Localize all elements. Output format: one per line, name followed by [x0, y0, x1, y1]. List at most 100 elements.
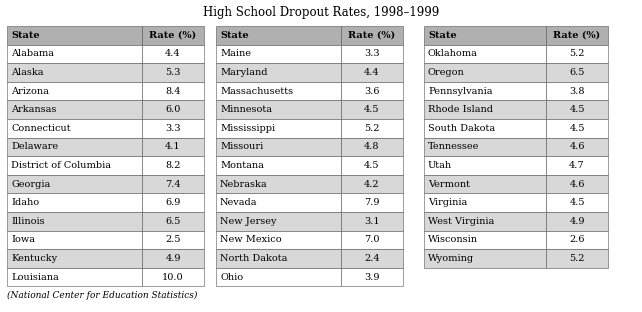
Text: 4.5: 4.5 — [569, 124, 585, 133]
Text: 8.2: 8.2 — [165, 161, 181, 170]
Text: Georgia: Georgia — [11, 180, 50, 188]
Text: 7.4: 7.4 — [165, 180, 181, 188]
Text: Utah: Utah — [428, 161, 452, 170]
Bar — [341, 268, 403, 286]
Text: Rate (%): Rate (%) — [553, 31, 600, 40]
Text: 5.3: 5.3 — [165, 68, 181, 77]
Bar — [142, 249, 204, 268]
Text: 3.3: 3.3 — [165, 124, 181, 133]
Bar — [7, 156, 142, 175]
Text: 4.9: 4.9 — [569, 217, 585, 226]
Text: 4.6: 4.6 — [569, 180, 585, 188]
Bar — [424, 82, 546, 100]
Text: Idaho: Idaho — [11, 198, 39, 207]
Bar — [7, 119, 142, 138]
Bar — [546, 175, 608, 193]
Text: 2.5: 2.5 — [165, 235, 181, 244]
Text: Iowa: Iowa — [11, 235, 35, 244]
Bar — [424, 156, 546, 175]
Bar — [7, 82, 142, 100]
Text: Virginia: Virginia — [428, 198, 467, 207]
Text: Nebraska: Nebraska — [220, 180, 268, 188]
Text: 4.9: 4.9 — [165, 254, 181, 263]
Bar — [341, 100, 403, 119]
Text: 4.7: 4.7 — [569, 161, 585, 170]
Bar — [142, 268, 204, 286]
Text: Arizona: Arizona — [11, 87, 49, 95]
Bar — [7, 175, 142, 193]
Bar — [216, 156, 341, 175]
Text: 4.5: 4.5 — [364, 161, 380, 170]
Text: 4.5: 4.5 — [569, 105, 585, 114]
Text: North Dakota: North Dakota — [220, 254, 288, 263]
Bar — [7, 231, 142, 249]
Bar — [341, 193, 403, 212]
Bar — [7, 100, 142, 119]
Bar — [546, 63, 608, 82]
Bar — [216, 193, 341, 212]
Text: Massachusetts: Massachusetts — [220, 87, 293, 95]
Text: 4.6: 4.6 — [569, 142, 585, 151]
Text: (National Center for Education Statistics): (National Center for Education Statistic… — [7, 290, 197, 300]
Text: Tennessee: Tennessee — [428, 142, 480, 151]
Text: 4.4: 4.4 — [364, 68, 380, 77]
Bar — [546, 119, 608, 138]
Text: Rate (%): Rate (%) — [349, 31, 395, 40]
Text: 4.5: 4.5 — [569, 198, 585, 207]
Text: 2.4: 2.4 — [364, 254, 380, 263]
Text: 4.4: 4.4 — [165, 49, 181, 58]
Text: 6.5: 6.5 — [569, 68, 585, 77]
Text: Ohio: Ohio — [220, 273, 243, 282]
Bar — [546, 249, 608, 268]
Text: Alaska: Alaska — [11, 68, 44, 77]
Text: 7.0: 7.0 — [364, 235, 380, 244]
Text: 6.5: 6.5 — [165, 217, 180, 226]
Text: 7.9: 7.9 — [364, 198, 380, 207]
Text: Oregon: Oregon — [428, 68, 465, 77]
Bar — [341, 249, 403, 268]
Text: 3.1: 3.1 — [364, 217, 380, 226]
Bar — [216, 100, 341, 119]
Text: State: State — [11, 31, 40, 40]
Bar — [142, 26, 204, 45]
Text: Montana: Montana — [220, 161, 264, 170]
Bar — [142, 175, 204, 193]
Bar — [546, 231, 608, 249]
Text: Connecticut: Connecticut — [11, 124, 71, 133]
Bar — [142, 119, 204, 138]
Bar — [216, 26, 341, 45]
Text: Pennsylvania: Pennsylvania — [428, 87, 492, 95]
Bar — [341, 175, 403, 193]
Text: 4.2: 4.2 — [364, 180, 380, 188]
Bar — [7, 193, 142, 212]
Bar — [216, 268, 341, 286]
Text: 8.4: 8.4 — [165, 87, 181, 95]
Bar — [216, 212, 341, 231]
Text: 3.9: 3.9 — [364, 273, 380, 282]
Bar — [341, 119, 403, 138]
Bar — [424, 138, 546, 156]
Bar — [142, 82, 204, 100]
Bar — [7, 63, 142, 82]
Bar — [424, 100, 546, 119]
Bar — [142, 193, 204, 212]
Bar — [142, 212, 204, 231]
Text: Oklahoma: Oklahoma — [428, 49, 478, 58]
Bar — [424, 249, 546, 268]
Bar — [7, 249, 142, 268]
Bar — [142, 156, 204, 175]
Text: Wisconsin: Wisconsin — [428, 235, 478, 244]
Bar — [142, 63, 204, 82]
Text: West Virginia: West Virginia — [428, 217, 494, 226]
Bar — [7, 212, 142, 231]
Text: 4.5: 4.5 — [364, 105, 380, 114]
Text: Illinois: Illinois — [11, 217, 45, 226]
Bar — [142, 100, 204, 119]
Text: State: State — [428, 31, 456, 40]
Bar — [546, 138, 608, 156]
Bar — [341, 45, 403, 63]
Bar — [216, 63, 341, 82]
Bar — [546, 193, 608, 212]
Text: 2.6: 2.6 — [569, 235, 585, 244]
Text: State: State — [220, 31, 248, 40]
